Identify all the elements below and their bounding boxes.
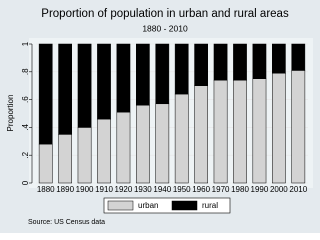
bar-segment: [77, 43, 92, 128]
x-tick-label: 1990: [251, 185, 269, 194]
x-tick-label: 1960: [192, 185, 210, 194]
bar-segment: [58, 43, 72, 135]
y-tick-label: .2: [21, 151, 30, 158]
source-note: Source: US Census data: [28, 219, 105, 226]
legend-label: urban: [138, 201, 158, 210]
bar-segment: [38, 143, 53, 184]
bar-segment: [116, 111, 131, 184]
bar-segment: [155, 43, 170, 105]
bar-segment: [38, 43, 53, 145]
bar-segment: [291, 70, 306, 184]
legend-swatch: [171, 200, 198, 211]
bar-segment: [77, 127, 92, 184]
y-tick-label: 1: [21, 41, 30, 46]
chart-title: Proportion of population in urban and ru…: [41, 8, 289, 20]
bar-segment: [58, 134, 72, 184]
x-tick-label: 1950: [173, 185, 191, 194]
bar-segment: [194, 85, 208, 184]
bar-segment: [233, 43, 247, 81]
bar-segment: [97, 43, 111, 120]
chart-subtitle: 1880 - 2010: [142, 23, 188, 33]
bar-segment: [97, 118, 111, 184]
bar-segment: [213, 43, 228, 81]
y-tick-label: .4: [21, 124, 30, 131]
legend: [103, 197, 231, 214]
x-tick-label: 1940: [153, 185, 171, 194]
x-tick-label: 2000: [270, 185, 288, 194]
y-tick-label: 0: [21, 180, 30, 185]
x-tick-label: 1970: [212, 185, 230, 194]
x-tick-label: 1880: [37, 185, 55, 194]
bar-segment: [136, 43, 150, 106]
bar-segment: [252, 78, 267, 184]
y-tick-label: .8: [21, 68, 30, 75]
bar-segment: [136, 104, 150, 184]
y-axis-label: Proportion: [6, 95, 15, 132]
bar-segment: [252, 43, 267, 79]
bar-segment: [174, 43, 189, 95]
bar-segment: [174, 93, 189, 184]
bar-segment: [291, 43, 306, 71]
bar-segment: [233, 79, 247, 184]
x-tick-label: 1910: [95, 185, 113, 194]
bar-segment: [213, 79, 228, 184]
x-tick-label: 1930: [134, 185, 152, 194]
x-tick-label: 1920: [115, 185, 133, 194]
bar-segment: [272, 43, 286, 74]
chart: Proportion of population in urban and ru…: [0, 0, 320, 233]
x-tick-label: 1900: [76, 185, 94, 194]
bar-segment: [155, 103, 170, 184]
x-tick-label: 1890: [56, 185, 74, 194]
bar-segment: [272, 72, 286, 184]
legend-label: rural: [202, 201, 218, 210]
y-tick-label: .6: [21, 96, 30, 103]
bar-segment: [116, 43, 131, 113]
x-tick-label: 2010: [289, 185, 307, 194]
legend-swatch: [107, 200, 134, 211]
x-tick-label: 1980: [231, 185, 249, 194]
bar-segment: [194, 43, 208, 86]
